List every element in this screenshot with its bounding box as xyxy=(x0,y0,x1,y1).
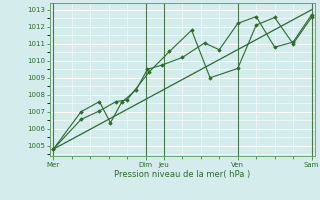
X-axis label: Pression niveau de la mer( hPa ): Pression niveau de la mer( hPa ) xyxy=(114,170,251,179)
